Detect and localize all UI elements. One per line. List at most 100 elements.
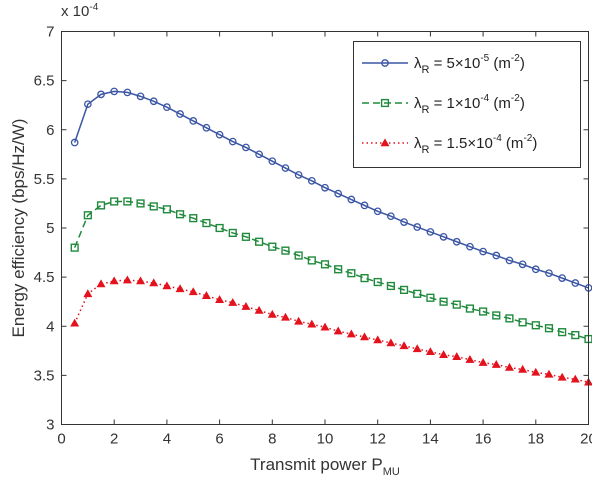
data-point bbox=[399, 285, 409, 294]
legend-item-3: λR = 1.5×10-4 (m-2) bbox=[362, 133, 537, 156]
data-point bbox=[386, 338, 396, 347]
data-point bbox=[136, 92, 145, 101]
data-point bbox=[215, 130, 224, 139]
data-point bbox=[149, 202, 158, 211]
x-tick-label: 20 bbox=[580, 431, 592, 448]
y-tick-label: 3.5 bbox=[34, 367, 55, 384]
data-point bbox=[558, 328, 567, 337]
data-point bbox=[373, 207, 382, 216]
data-point bbox=[478, 357, 488, 366]
y-tick-label: 6 bbox=[46, 122, 54, 139]
series-line bbox=[73, 200, 589, 340]
data-point bbox=[281, 246, 290, 255]
series-2 bbox=[70, 197, 592, 344]
data-point bbox=[149, 278, 159, 287]
series-line bbox=[73, 279, 589, 383]
data-point bbox=[492, 251, 501, 260]
data-point bbox=[136, 199, 145, 208]
legend-marker bbox=[381, 59, 389, 67]
data-point bbox=[570, 374, 580, 383]
data-point bbox=[254, 305, 264, 314]
data-point bbox=[109, 276, 119, 285]
data-point bbox=[360, 274, 369, 283]
data-point bbox=[175, 210, 185, 219]
data-point bbox=[413, 223, 422, 231]
data-point bbox=[175, 284, 185, 293]
data-point bbox=[557, 372, 567, 381]
series-3 bbox=[70, 275, 592, 386]
data-point bbox=[215, 295, 225, 303]
data-point bbox=[280, 312, 290, 321]
data-point bbox=[176, 110, 184, 118]
data-point bbox=[163, 103, 171, 112]
data-point bbox=[294, 171, 303, 179]
data-point bbox=[202, 218, 211, 228]
data-point bbox=[215, 223, 224, 233]
data-point bbox=[505, 314, 514, 323]
data-point bbox=[558, 274, 567, 282]
data-point bbox=[452, 352, 462, 360]
data-point bbox=[333, 326, 343, 335]
data-point bbox=[412, 344, 422, 353]
data-point bbox=[518, 318, 527, 327]
axes-layer: 0 2 4 6 8 10 12 14 16 18 20 3 3.5 4 4.5 5 5.5 6 6.5 7 bbox=[34, 24, 592, 448]
data-point bbox=[242, 143, 250, 152]
data-point bbox=[360, 201, 369, 210]
data-point bbox=[136, 276, 146, 285]
data-point bbox=[426, 228, 435, 236]
data-point bbox=[439, 232, 448, 241]
data-point bbox=[425, 347, 435, 356]
y-tick-label: 4 bbox=[46, 318, 54, 335]
data-point bbox=[268, 242, 277, 251]
data-point bbox=[505, 256, 514, 265]
data-point bbox=[201, 291, 211, 300]
legend-label: λR = 1×10-4 (m-2) bbox=[414, 93, 525, 116]
data-point bbox=[228, 298, 238, 306]
y-tick-label: 4.5 bbox=[34, 269, 55, 286]
x-tick-label: 4 bbox=[163, 431, 171, 448]
data-point bbox=[162, 205, 172, 214]
data-point bbox=[123, 88, 132, 97]
series-layer bbox=[70, 87, 592, 386]
data-point bbox=[504, 362, 514, 371]
legend-item-2: λR = 1×10-4 (m-2) bbox=[362, 93, 525, 116]
data-point bbox=[426, 293, 435, 302]
data-point bbox=[544, 369, 554, 378]
data-point bbox=[123, 197, 132, 206]
data-point bbox=[334, 265, 343, 274]
data-point bbox=[466, 242, 474, 251]
data-point bbox=[70, 243, 79, 252]
data-point bbox=[241, 232, 251, 241]
data-point bbox=[452, 300, 461, 309]
data-point bbox=[400, 218, 408, 226]
data-point bbox=[84, 100, 92, 109]
data-point bbox=[571, 279, 580, 287]
data-point bbox=[228, 137, 237, 146]
data-point bbox=[373, 277, 382, 287]
legend: λR = 5×10-5 (m-2) λR = 1×10-4 (m-2) λR = 1… bbox=[353, 41, 581, 168]
legend-label: λR = 1.5×10-4 (m-2) bbox=[414, 133, 537, 156]
data-point bbox=[294, 316, 304, 325]
x-tick-label: 16 bbox=[475, 431, 492, 448]
data-point bbox=[492, 311, 501, 320]
x-tick-label: 2 bbox=[110, 431, 118, 448]
data-point bbox=[228, 228, 237, 238]
data-point bbox=[268, 157, 277, 166]
data-point bbox=[281, 164, 290, 172]
series-line bbox=[73, 90, 589, 289]
data-point bbox=[241, 301, 251, 310]
data-point bbox=[110, 87, 119, 96]
data-point bbox=[544, 324, 554, 333]
data-point bbox=[479, 307, 488, 316]
data-point bbox=[465, 304, 475, 313]
data-point bbox=[307, 256, 316, 265]
data-point bbox=[110, 197, 119, 206]
x-tick-label: 12 bbox=[369, 431, 386, 448]
series-1 bbox=[70, 87, 592, 292]
data-point bbox=[267, 309, 277, 318]
data-point bbox=[189, 214, 198, 223]
x-tick-label: 6 bbox=[215, 431, 223, 448]
data-point bbox=[439, 297, 448, 306]
x-tick-label: 14 bbox=[422, 431, 439, 448]
